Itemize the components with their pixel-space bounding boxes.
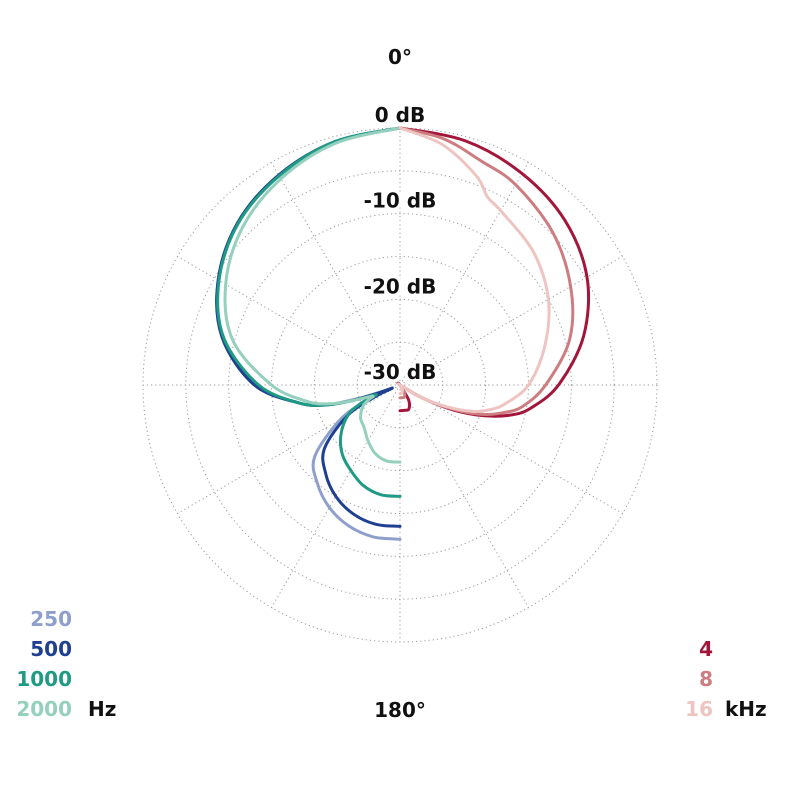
angle-label-180: 180° [374, 698, 426, 722]
grid-spoke [399, 384, 529, 608]
legend-unit-khz: kHz [725, 697, 767, 721]
legend-unit-hz: Hz [88, 697, 116, 721]
series-8-curve [396, 126, 575, 417]
grid-spoke [399, 162, 529, 386]
legend-entry-500: 500 [30, 637, 72, 661]
grid-ring [185, 170, 615, 600]
grid-spoke [271, 162, 401, 386]
series-16-curve [396, 126, 551, 413]
angle-label-0: 0° [388, 45, 412, 69]
legend-entry-8: 8 [699, 667, 713, 691]
polar-curves [215, 126, 591, 541]
ring-label: -20 dB [364, 274, 437, 298]
grid-spoke [177, 256, 401, 386]
ring-label: 0 dB [375, 103, 425, 127]
legend-high-freq: 4 8 16 kHz [685, 637, 767, 721]
grid-spoke [399, 256, 623, 386]
series-2000-curve [223, 126, 402, 464]
legend-entry-1000: 1000 [16, 667, 72, 691]
ring-labels: 0 dB -10 dB -20 dB -30 dB [361, 100, 440, 387]
legend-entry-250: 250 [30, 607, 72, 631]
series-4-curve [396, 126, 591, 418]
legend-entry-16: 16 [685, 697, 713, 721]
legend-low-freq: 250 500 1000 2000 Hz [16, 607, 116, 721]
grid-ring [228, 213, 572, 557]
grid-spoke [271, 384, 401, 608]
legend-entry-2000: 2000 [16, 697, 72, 721]
ring-label: -10 dB [364, 189, 437, 213]
legend-entry-4: 4 [699, 637, 713, 661]
ring-label: -30 dB [364, 360, 437, 384]
grid-spoke [399, 384, 623, 514]
